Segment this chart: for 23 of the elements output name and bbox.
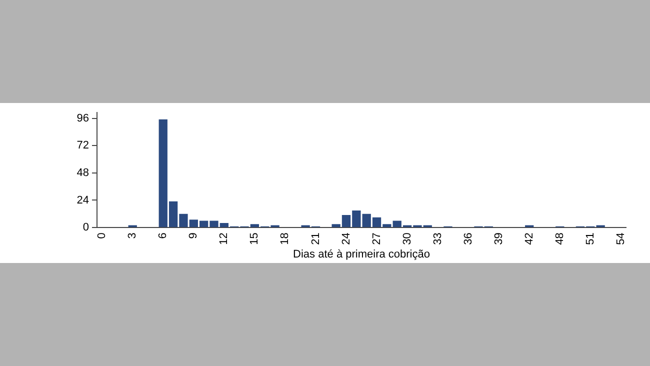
- x-tick-label: 36: [462, 232, 474, 245]
- x-tick-label: 27: [370, 232, 383, 245]
- x-tick-label: 39: [492, 232, 505, 245]
- x-tick-label: 21: [310, 232, 322, 245]
- x-tick-label: 15: [248, 232, 261, 245]
- x-tick-label: 42: [523, 232, 536, 245]
- x-tick-label: 3: [126, 232, 139, 239]
- x-tick-label: 24: [340, 232, 352, 245]
- y-tick-label: 48: [76, 166, 89, 179]
- x-axis-title: Dias até à primeira cobrição: [293, 248, 430, 260]
- x-tick-label: 33: [432, 232, 444, 245]
- x-tick-label: 30: [401, 232, 414, 245]
- x-tick-label: 9: [188, 232, 200, 239]
- x-tick-label: 54: [614, 232, 627, 245]
- x-tick-label: 0: [96, 232, 108, 239]
- y-tick-label: 96: [76, 112, 89, 124]
- x-tick-label: 18: [279, 232, 292, 245]
- y-tick-label: 24: [76, 194, 89, 206]
- x-tick-label: 48: [554, 232, 566, 245]
- y-tick-label: 72: [76, 140, 89, 152]
- x-tick-label: 51: [584, 232, 596, 245]
- x-tick-label: 12: [218, 232, 230, 245]
- x-tick-label: 6: [157, 232, 170, 239]
